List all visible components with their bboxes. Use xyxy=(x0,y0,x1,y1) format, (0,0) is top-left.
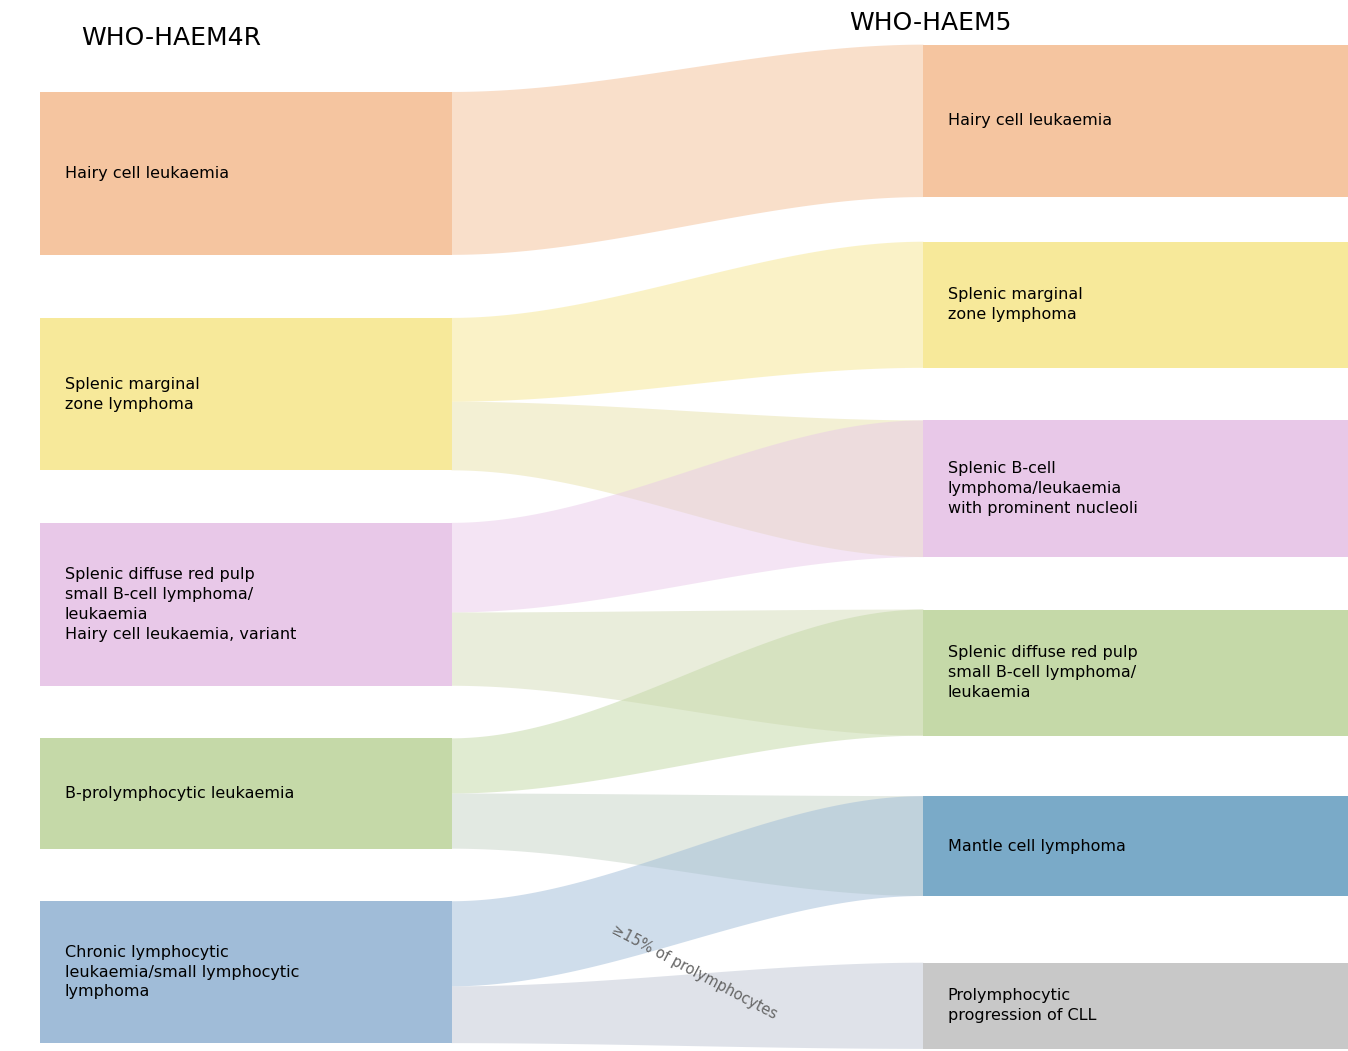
Bar xyxy=(923,610,1348,736)
Text: ≥15% of prolymphocytes: ≥15% of prolymphocytes xyxy=(609,922,779,1023)
Polygon shape xyxy=(452,797,923,986)
Bar xyxy=(923,242,1348,368)
Polygon shape xyxy=(452,242,923,401)
Bar xyxy=(40,523,452,686)
Text: Splenic B-cell
lymphoma/leukaemia
with prominent nucleoli: Splenic B-cell lymphoma/leukaemia with p… xyxy=(948,461,1138,516)
Polygon shape xyxy=(452,610,923,736)
Text: Splenic marginal
zone lymphoma: Splenic marginal zone lymphoma xyxy=(65,376,200,412)
Polygon shape xyxy=(452,610,923,794)
Polygon shape xyxy=(452,44,923,255)
Polygon shape xyxy=(452,401,923,557)
Bar xyxy=(923,797,1348,895)
Text: Mantle cell lymphoma: Mantle cell lymphoma xyxy=(948,839,1126,853)
Polygon shape xyxy=(452,420,923,613)
Text: Hairy cell leukaemia: Hairy cell leukaemia xyxy=(948,114,1112,128)
Bar xyxy=(40,92,452,255)
Polygon shape xyxy=(452,794,923,895)
Text: Splenic diffuse red pulp
small B-cell lymphoma/
leukaemia: Splenic diffuse red pulp small B-cell ly… xyxy=(948,645,1138,700)
Bar xyxy=(923,44,1348,198)
Polygon shape xyxy=(452,963,923,1049)
Text: WHO-HAEM4R: WHO-HAEM4R xyxy=(81,26,262,50)
Bar xyxy=(923,963,1348,1049)
Text: Splenic diffuse red pulp
small B-cell lymphoma/
leukaemia
Hairy cell leukaemia, : Splenic diffuse red pulp small B-cell ly… xyxy=(65,568,297,641)
Bar xyxy=(923,420,1348,557)
Bar xyxy=(40,738,452,849)
Text: Chronic lymphocytic
leukaemia/small lymphocytic
lymphoma: Chronic lymphocytic leukaemia/small lymp… xyxy=(65,945,299,1000)
Text: B-prolymphocytic leukaemia: B-prolymphocytic leukaemia xyxy=(65,786,294,801)
Text: Prolymphocytic
progression of CLL: Prolymphocytic progression of CLL xyxy=(948,988,1096,1024)
Text: WHO-HAEM5: WHO-HAEM5 xyxy=(849,11,1011,35)
Text: Splenic marginal
zone lymphoma: Splenic marginal zone lymphoma xyxy=(948,287,1082,323)
Bar xyxy=(40,317,452,471)
Bar xyxy=(40,901,452,1043)
Text: Hairy cell leukaemia: Hairy cell leukaemia xyxy=(65,166,229,181)
